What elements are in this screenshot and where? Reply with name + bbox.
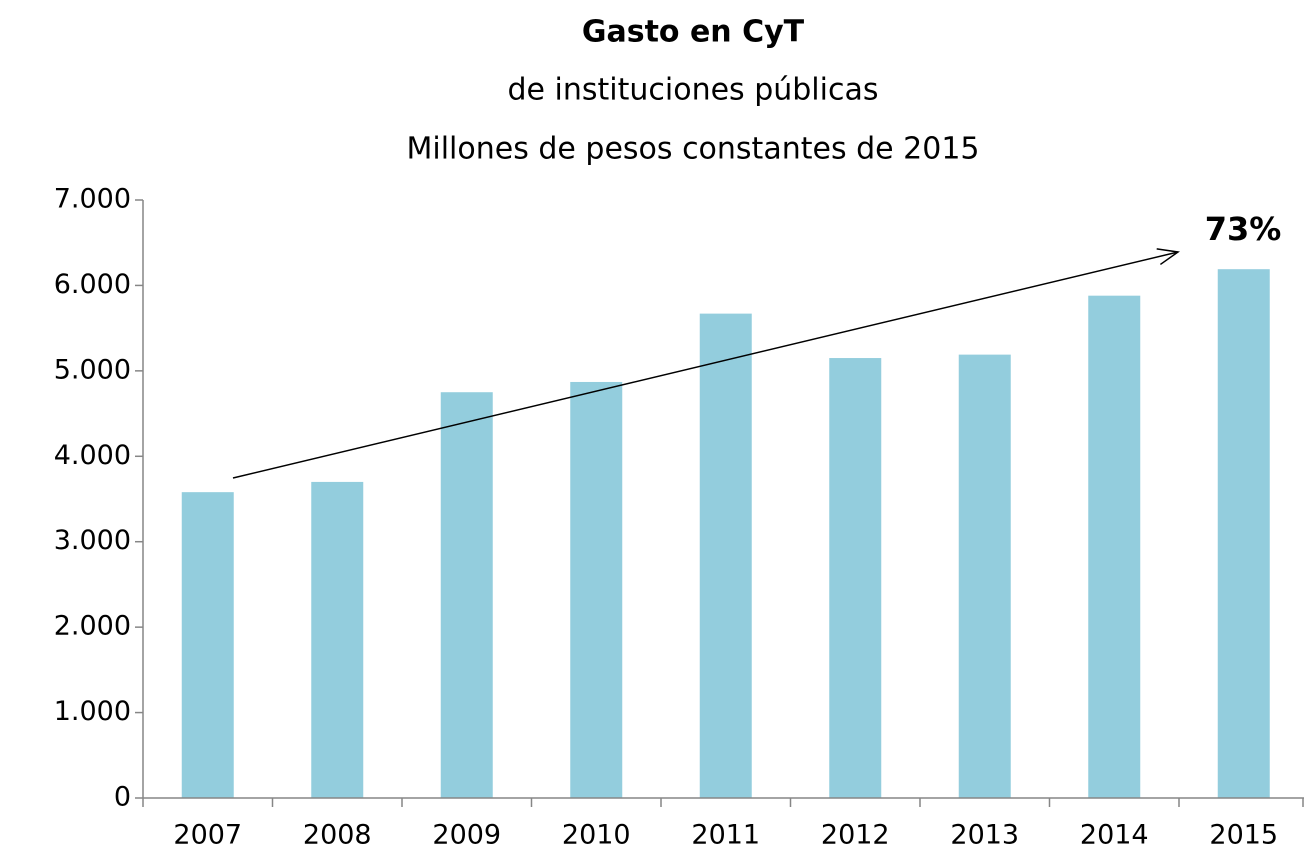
bar [1217, 269, 1270, 798]
x-tick-label: 2013 [950, 820, 1019, 851]
bar [440, 392, 493, 798]
bar [829, 358, 882, 798]
y-tick-label: 5.000 [54, 354, 131, 385]
bar [1088, 295, 1141, 798]
bar [181, 492, 234, 798]
trend-arrow [232, 252, 1178, 479]
y-tick-label: 6.000 [54, 269, 131, 300]
x-tick-label: 2012 [821, 820, 890, 851]
x-tick-label: 2015 [1209, 820, 1278, 851]
annotation: 73% [1205, 210, 1282, 248]
x-tick-label: 2009 [432, 820, 501, 851]
y-tick-label: 4.000 [54, 440, 131, 471]
bar [570, 381, 623, 798]
x-tick-label: 2007 [173, 820, 242, 851]
x-tick-label: 2014 [1080, 820, 1149, 851]
bar [958, 354, 1011, 798]
x-tick-label: 2010 [562, 820, 631, 851]
x-tick-label: 2008 [303, 820, 372, 851]
y-tick-label: 1.000 [54, 696, 131, 727]
chart-title: Gasto en CyT [582, 15, 805, 50]
bar [699, 313, 752, 798]
x-tick-label: 2011 [691, 820, 760, 851]
y-tick-label: 0 [114, 782, 131, 813]
y-tick-label: 3.000 [54, 525, 131, 556]
y-tick-label: 7.000 [54, 184, 131, 215]
bar [311, 481, 364, 798]
y-tick-label: 2.000 [54, 611, 131, 642]
chart-subtitle: Millones de pesos constantes de 2015 [407, 132, 980, 167]
chart-subtitle: de instituciones públicas [508, 73, 879, 108]
